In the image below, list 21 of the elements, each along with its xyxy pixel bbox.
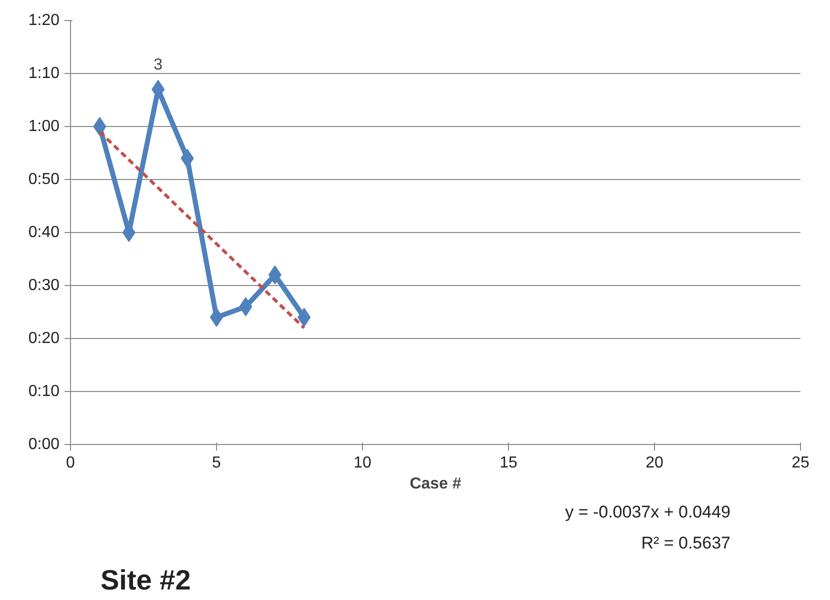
y-tick-label: 1:20 [28,12,60,29]
y-tick-label: 0:40 [28,224,60,241]
y-tick-label: 0:30 [28,277,60,294]
y-tick-label: 0:50 [28,171,60,188]
x-axis-title: Case # [410,476,462,492]
y-tick-label: 0:20 [28,330,60,347]
y-tick-label: 1:00 [28,118,60,135]
x-tick-label: 15 [500,454,518,472]
annotation: 3 [154,56,163,74]
x-tick-label: 0 [66,454,76,472]
x-tick-label: 10 [354,454,372,472]
x-tick-label: 25 [792,454,810,472]
y-tick-label: 1:10 [28,65,60,82]
y-tick-label: 0:00 [28,436,60,453]
x-tick-label: 5 [212,454,222,472]
point [93,117,106,136]
x-tick-label: 20 [646,454,664,472]
y-tick-label: 0:10 [28,383,60,400]
text: Site #2 [100,564,191,596]
text: R² = 0.5637 [641,534,731,552]
text: y = -0.0037x + 0.0449 [565,502,731,522]
